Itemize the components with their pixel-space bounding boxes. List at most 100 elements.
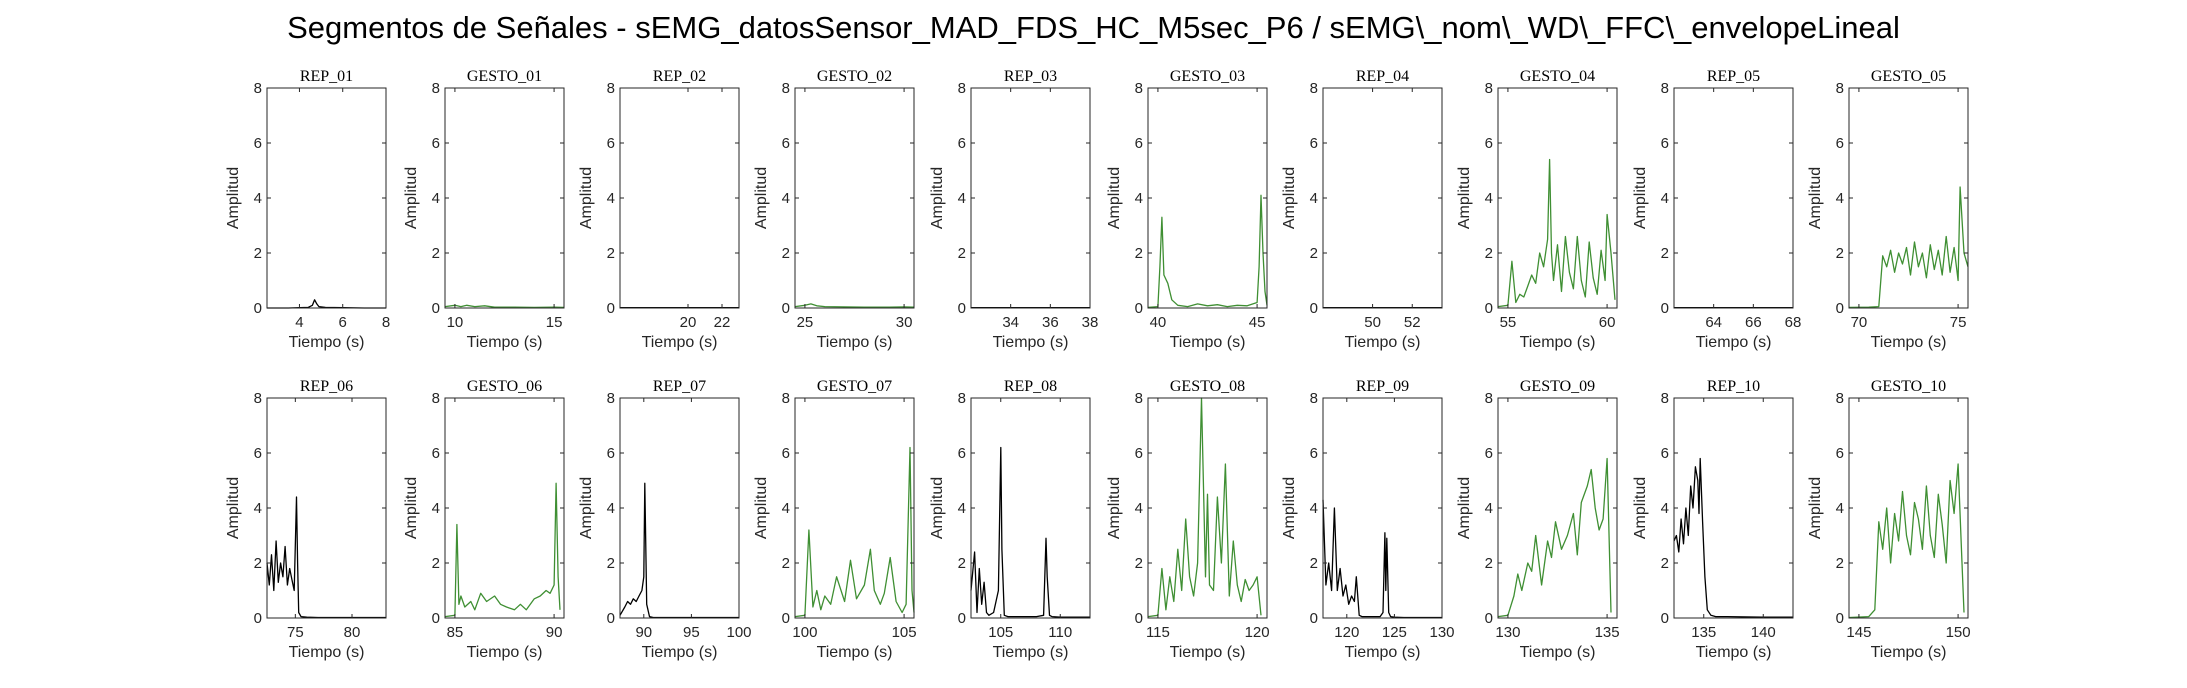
subplot-gesto-05: 0 2 4 6 8 70 75 GESTO_05 Tiempo (s) Amplitud xyxy=(1807,68,1969,351)
y-axis-label: Amplitud xyxy=(929,477,946,539)
y-tick-label: 4 xyxy=(254,190,262,207)
x-tick-label: 135 xyxy=(1691,624,1716,641)
subplot-title: GESTO_10 xyxy=(1871,378,1946,395)
x-tick-label: 115 xyxy=(1146,624,1170,641)
x-tick-label: 34 xyxy=(1002,314,1019,331)
x-tick-label: 38 xyxy=(1082,314,1099,331)
y-tick-label: 8 xyxy=(782,80,790,97)
subplot-title: REP_06 xyxy=(300,378,353,395)
x-axis-label: Tiempo (s) xyxy=(993,334,1069,351)
subplot-gesto-10: 0 2 4 6 8 145 150 GESTO_10 Tiempo (s) Amplitud xyxy=(1807,378,1971,661)
subplot-gesto-03: 0 2 4 6 8 40 45 GESTO_03 Tiempo (s) Amplitud xyxy=(1106,68,1268,351)
x-tick-label: 110 xyxy=(1048,624,1072,641)
x-tick-label: 80 xyxy=(344,624,361,641)
y-tick-label: 4 xyxy=(1485,190,1493,207)
x-tick-label: 22 xyxy=(714,314,731,331)
y-tick-label: 8 xyxy=(607,80,615,97)
subplot-title: REP_07 xyxy=(653,378,706,395)
y-tick-label: 0 xyxy=(1485,610,1493,627)
y-axis-label: Amplitud xyxy=(225,167,242,229)
y-tick-label: 6 xyxy=(1135,445,1143,462)
x-tick-label: 66 xyxy=(1745,314,1762,331)
y-tick-label: 0 xyxy=(782,610,790,627)
axes-box xyxy=(619,397,740,619)
y-axis-label: Amplitud xyxy=(1281,477,1298,539)
x-axis-label: Tiempo (s) xyxy=(1696,334,1772,351)
y-tick-label: 0 xyxy=(782,300,790,317)
subplot-title: REP_09 xyxy=(1356,378,1409,395)
x-tick-label: 90 xyxy=(546,624,563,641)
y-tick-label: 2 xyxy=(254,245,262,262)
y-tick-label: 2 xyxy=(254,555,262,572)
y-tick-label: 2 xyxy=(958,245,966,262)
y-tick-label: 2 xyxy=(432,245,440,262)
axes-box xyxy=(266,87,387,309)
y-axis-label: Amplitud xyxy=(1632,477,1649,539)
y-tick-label: 2 xyxy=(432,555,440,572)
axes-box xyxy=(1147,87,1268,309)
axes-box xyxy=(1848,397,1969,619)
x-tick-label: 6 xyxy=(339,314,347,331)
x-axis-label: Tiempo (s) xyxy=(1871,644,1947,661)
subplot-rep-09: 0 2 4 6 8 120 125 130 REP_09 Tiempo (s) Amplitud xyxy=(1281,378,1455,661)
y-tick-label: 2 xyxy=(1661,245,1669,262)
x-tick-label: 85 xyxy=(447,624,464,641)
y-tick-label: 8 xyxy=(254,390,262,407)
x-tick-label: 36 xyxy=(1042,314,1059,331)
y-axis-label: Amplitud xyxy=(1106,477,1123,539)
y-tick-label: 4 xyxy=(1135,190,1143,207)
subplot-rep-04: 0 2 4 6 8 50 52 REP_04 Tiempo (s) Amplitud xyxy=(1281,68,1443,351)
subplot-rep-02: 0 2 4 6 8 20 22 REP_02 Tiempo (s) Amplitud xyxy=(578,68,740,351)
y-tick-label: 0 xyxy=(1661,610,1669,627)
signal-line xyxy=(794,446,915,618)
y-tick-label: 4 xyxy=(432,500,440,517)
axes-box xyxy=(970,397,1091,619)
x-tick-label: 45 xyxy=(1249,314,1266,331)
x-tick-label: 95 xyxy=(683,624,700,641)
x-axis-label: Tiempo (s) xyxy=(289,334,365,351)
axes-box xyxy=(444,397,565,619)
x-axis-label: Tiempo (s) xyxy=(289,644,365,661)
x-tick-label: 52 xyxy=(1404,314,1421,331)
x-tick-label: 90 xyxy=(635,624,652,641)
signal-line xyxy=(444,304,565,309)
x-tick-label: 130 xyxy=(1495,624,1520,641)
y-tick-label: 6 xyxy=(782,445,790,462)
x-axis-label: Tiempo (s) xyxy=(817,334,893,351)
y-tick-label: 4 xyxy=(782,190,790,207)
y-tick-label: 0 xyxy=(1310,610,1318,627)
y-tick-label: 2 xyxy=(1135,555,1143,572)
y-tick-label: 4 xyxy=(958,500,966,517)
signal-line xyxy=(1848,463,1965,619)
signal-line xyxy=(1848,186,1969,309)
y-tick-label: 8 xyxy=(782,390,790,407)
y-axis-label: Amplitud xyxy=(403,477,420,539)
y-tick-label: 2 xyxy=(1135,245,1143,262)
y-tick-label: 0 xyxy=(607,300,615,317)
subplot-title: REP_04 xyxy=(1356,68,1409,85)
y-axis-label: Amplitud xyxy=(1456,477,1473,539)
y-axis-label: Amplitud xyxy=(1456,167,1473,229)
axes-box xyxy=(1848,87,1969,309)
subplot-rep-01: 0 2 4 6 8 4 6 8 REP_01 Tiempo (s) Amplitud xyxy=(225,68,390,351)
signal-line xyxy=(970,446,1090,618)
y-tick-label: 6 xyxy=(1135,135,1143,152)
figure-title: Segmentos de Señales - sEMG_datosSensor_… xyxy=(287,10,1900,45)
subplot-title: GESTO_07 xyxy=(817,378,892,395)
y-tick-label: 8 xyxy=(432,390,440,407)
axes-box xyxy=(794,87,915,309)
y-tick-label: 0 xyxy=(432,610,440,627)
y-tick-label: 0 xyxy=(1135,300,1143,317)
y-axis-label: Amplitud xyxy=(753,167,770,229)
y-tick-label: 6 xyxy=(1310,135,1318,152)
y-axis-label: Amplitud xyxy=(1106,167,1123,229)
x-tick-label: 120 xyxy=(1334,624,1359,641)
y-tick-label: 8 xyxy=(1310,390,1318,407)
y-tick-label: 6 xyxy=(254,445,262,462)
x-tick-label: 4 xyxy=(295,314,303,331)
y-tick-label: 2 xyxy=(1661,555,1669,572)
y-axis-label: Amplitud xyxy=(1807,477,1824,539)
x-tick-label: 75 xyxy=(287,624,304,641)
y-tick-label: 0 xyxy=(1485,300,1493,317)
